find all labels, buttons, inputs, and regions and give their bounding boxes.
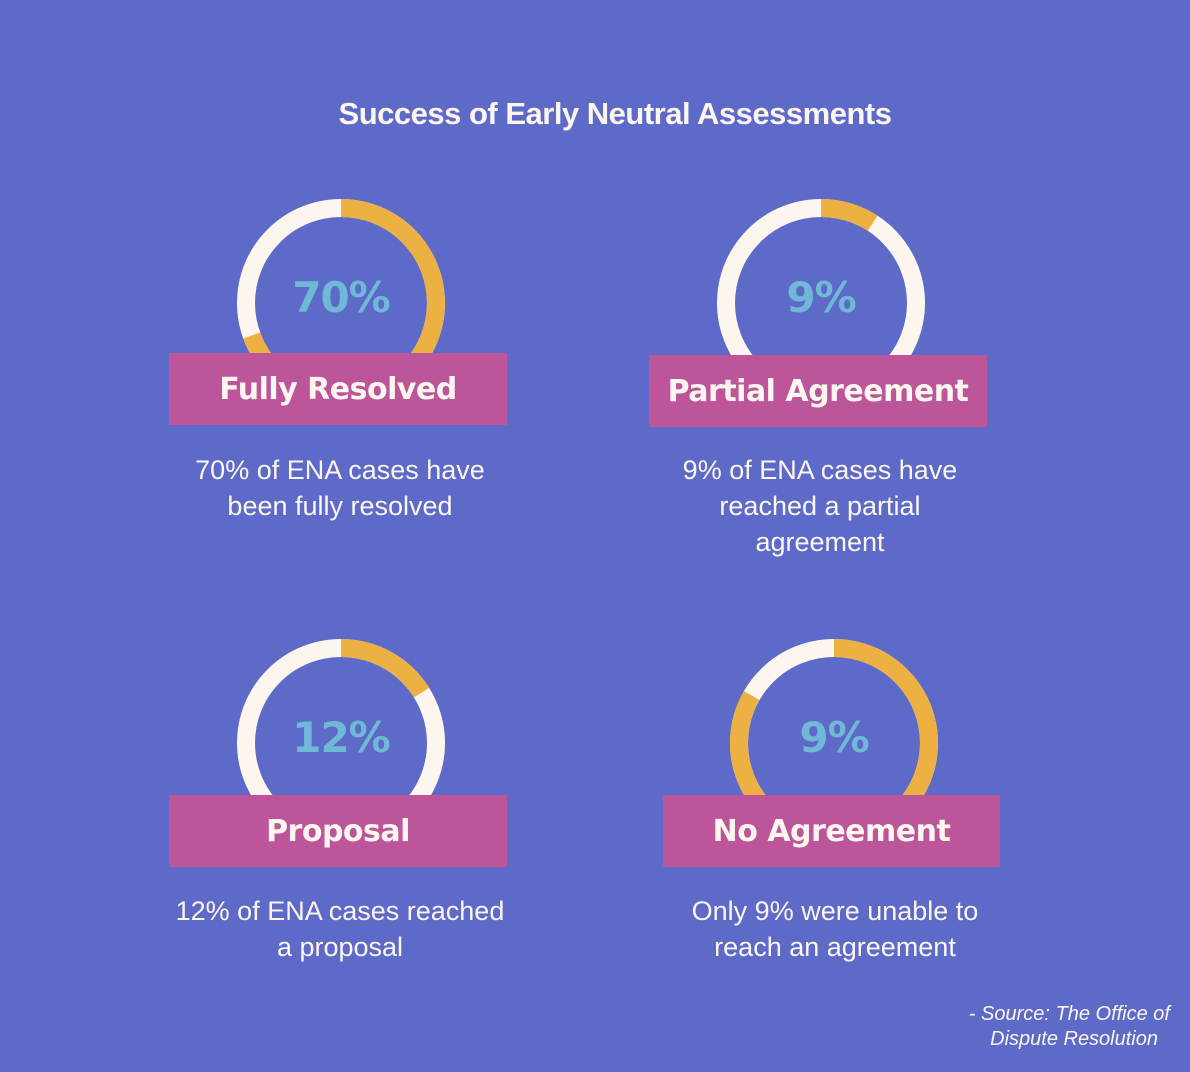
description-line: 70% of ENA cases have xyxy=(195,455,485,485)
description-line: agreement xyxy=(755,527,885,557)
percent-value: 9% xyxy=(799,713,869,762)
category-label: Fully Resolved xyxy=(169,353,507,425)
source-citation: - Source: The Office of Dispute Resoluti… xyxy=(910,1002,1170,1052)
category-label: Proposal xyxy=(169,795,507,867)
description-line: a proposal xyxy=(276,932,404,962)
category-label-text: Partial Agreement xyxy=(667,373,969,409)
category-label: Partial Agreement xyxy=(649,355,987,427)
description-line: reached a partial xyxy=(719,491,921,521)
description-line: reach an agreement xyxy=(714,932,956,962)
category-label-text: No Agreement xyxy=(712,813,951,849)
percent-value: 9% xyxy=(786,273,856,322)
description: 12% of ENA cases reached a proposal xyxy=(130,893,550,965)
description-line: 9% of ENA cases have xyxy=(682,455,958,485)
description: 70% of ENA cases have been fully resolve… xyxy=(140,452,540,524)
description: Only 9% were unable to reach an agreemen… xyxy=(625,893,1045,965)
description-line: Only 9% were unable to xyxy=(691,896,979,926)
source-line: Dispute Resolution xyxy=(990,1028,1158,1050)
category-label-text: Proposal xyxy=(266,813,410,849)
percent-value: 12% xyxy=(292,713,391,762)
category-label: No Agreement xyxy=(663,795,1000,867)
source-line: - Source: The Office of xyxy=(968,1003,1170,1025)
chart-title: Success of Early Neutral Assessments xyxy=(338,96,892,131)
description-line: 12% of ENA cases reached xyxy=(175,896,505,926)
percent-value: 70% xyxy=(292,273,391,322)
category-label-text: Fully Resolved xyxy=(219,371,457,407)
description-line: been fully resolved xyxy=(227,491,453,521)
description: 9% of ENA cases have reached a partial a… xyxy=(615,452,1025,560)
